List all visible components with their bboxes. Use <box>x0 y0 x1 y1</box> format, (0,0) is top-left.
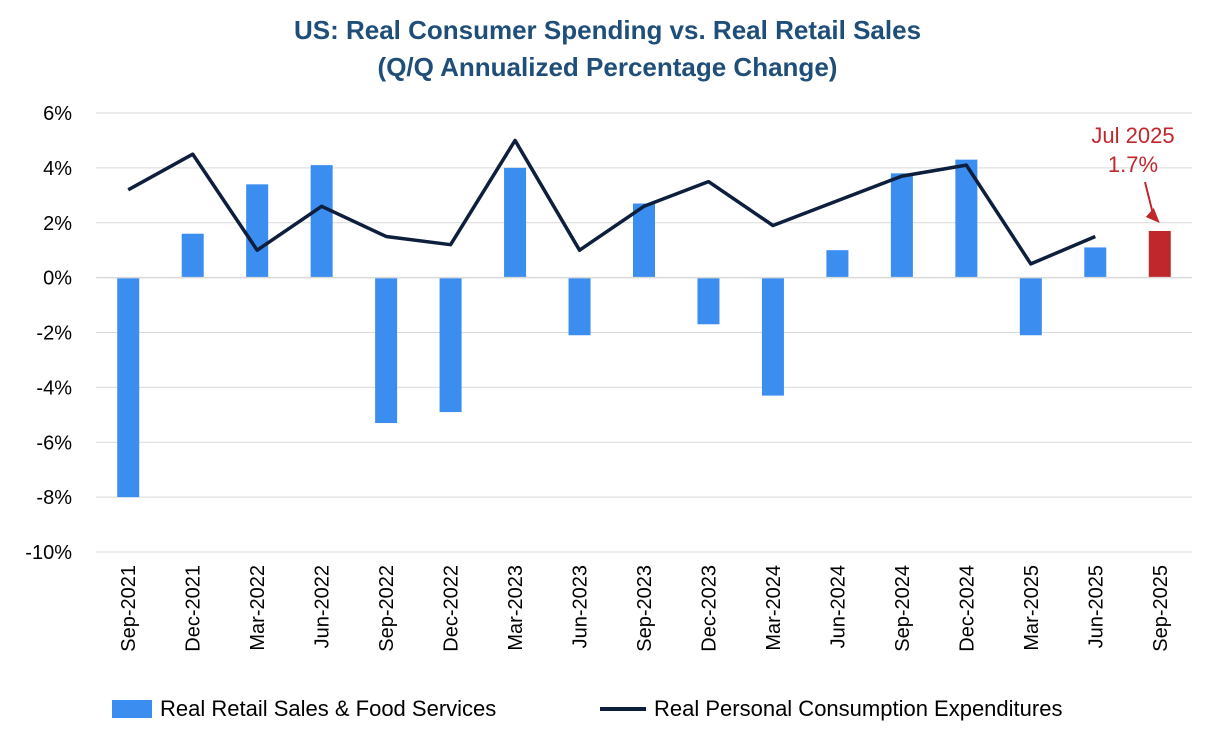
x-tick-label: Sep-2023 <box>634 565 656 652</box>
y-tick-label: 0% <box>43 268 72 290</box>
legend-swatch-retail <box>112 700 152 718</box>
legend-item-retail: Real Retail Sales & Food Services <box>112 696 496 722</box>
bar <box>890 173 913 278</box>
bar <box>633 203 655 278</box>
chart-title: US: Real Consumer Spending vs. Real Reta… <box>293 15 922 45</box>
bar <box>568 277 591 336</box>
x-tick-label: Mar-2023 <box>505 565 527 651</box>
legend-label-pce: Real Personal Consumption Expenditures <box>654 696 1063 721</box>
x-tick-label: Jun-2022 <box>312 565 334 648</box>
y-tick-label: -8% <box>36 487 72 509</box>
bar <box>955 159 978 278</box>
annotation-label-value: 1.7% <box>1108 152 1158 177</box>
annotation-arrow-head <box>1145 207 1160 223</box>
y-tick-label: 6% <box>43 103 72 125</box>
legend: Real Retail Sales & Food Services Real P… <box>0 696 1215 726</box>
legend-label-retail: Real Retail Sales & Food Services <box>160 696 497 721</box>
bar <box>375 277 398 424</box>
x-tick-label: Sep-2022 <box>376 565 398 652</box>
x-tick-label: Dec-2024 <box>956 565 978 652</box>
y-tick-label: -10% <box>25 542 72 564</box>
x-tick-label: Dec-2021 <box>183 565 205 652</box>
legend-item-pce: Real Personal Consumption Expenditures <box>600 696 1062 722</box>
bar <box>1148 230 1171 278</box>
bar <box>761 277 784 396</box>
bar <box>504 167 527 278</box>
y-tick-label: 2% <box>43 213 72 235</box>
annotation-label-date: Jul 2025 <box>1091 123 1174 148</box>
bar <box>117 277 140 498</box>
y-tick-label: -6% <box>36 432 72 454</box>
bar <box>1019 277 1042 336</box>
x-tick-label: Jun-2024 <box>827 565 849 648</box>
bar <box>697 277 720 325</box>
x-tick-label: Jun-2023 <box>570 565 592 648</box>
y-tick-label: -2% <box>36 323 72 345</box>
x-tick-label: Dec-2022 <box>441 565 463 652</box>
x-tick-label: Dec-2023 <box>698 565 720 652</box>
x-tick-label: Sep-2025 <box>1150 565 1172 652</box>
x-tick-label: Mar-2025 <box>1021 565 1043 651</box>
x-tick-label: Jun-2025 <box>1085 565 1107 648</box>
bar <box>181 233 204 278</box>
legend-swatch-pce <box>600 707 646 711</box>
x-tick-label: Sep-2021 <box>118 565 140 652</box>
x-tick-label: Sep-2024 <box>892 565 914 652</box>
y-tick-label: -4% <box>36 377 72 399</box>
x-tick-label: Mar-2022 <box>247 565 269 651</box>
bar <box>246 184 269 278</box>
y-tick-label: 4% <box>43 158 72 180</box>
line-series-pce <box>127 138 1096 266</box>
bar <box>310 165 333 278</box>
chart-subtitle: (Q/Q Annualized Percentage Change) <box>377 52 838 82</box>
bar <box>826 250 849 278</box>
bar <box>439 277 462 413</box>
x-tick-label: Mar-2024 <box>763 565 785 651</box>
bar <box>1084 247 1107 278</box>
